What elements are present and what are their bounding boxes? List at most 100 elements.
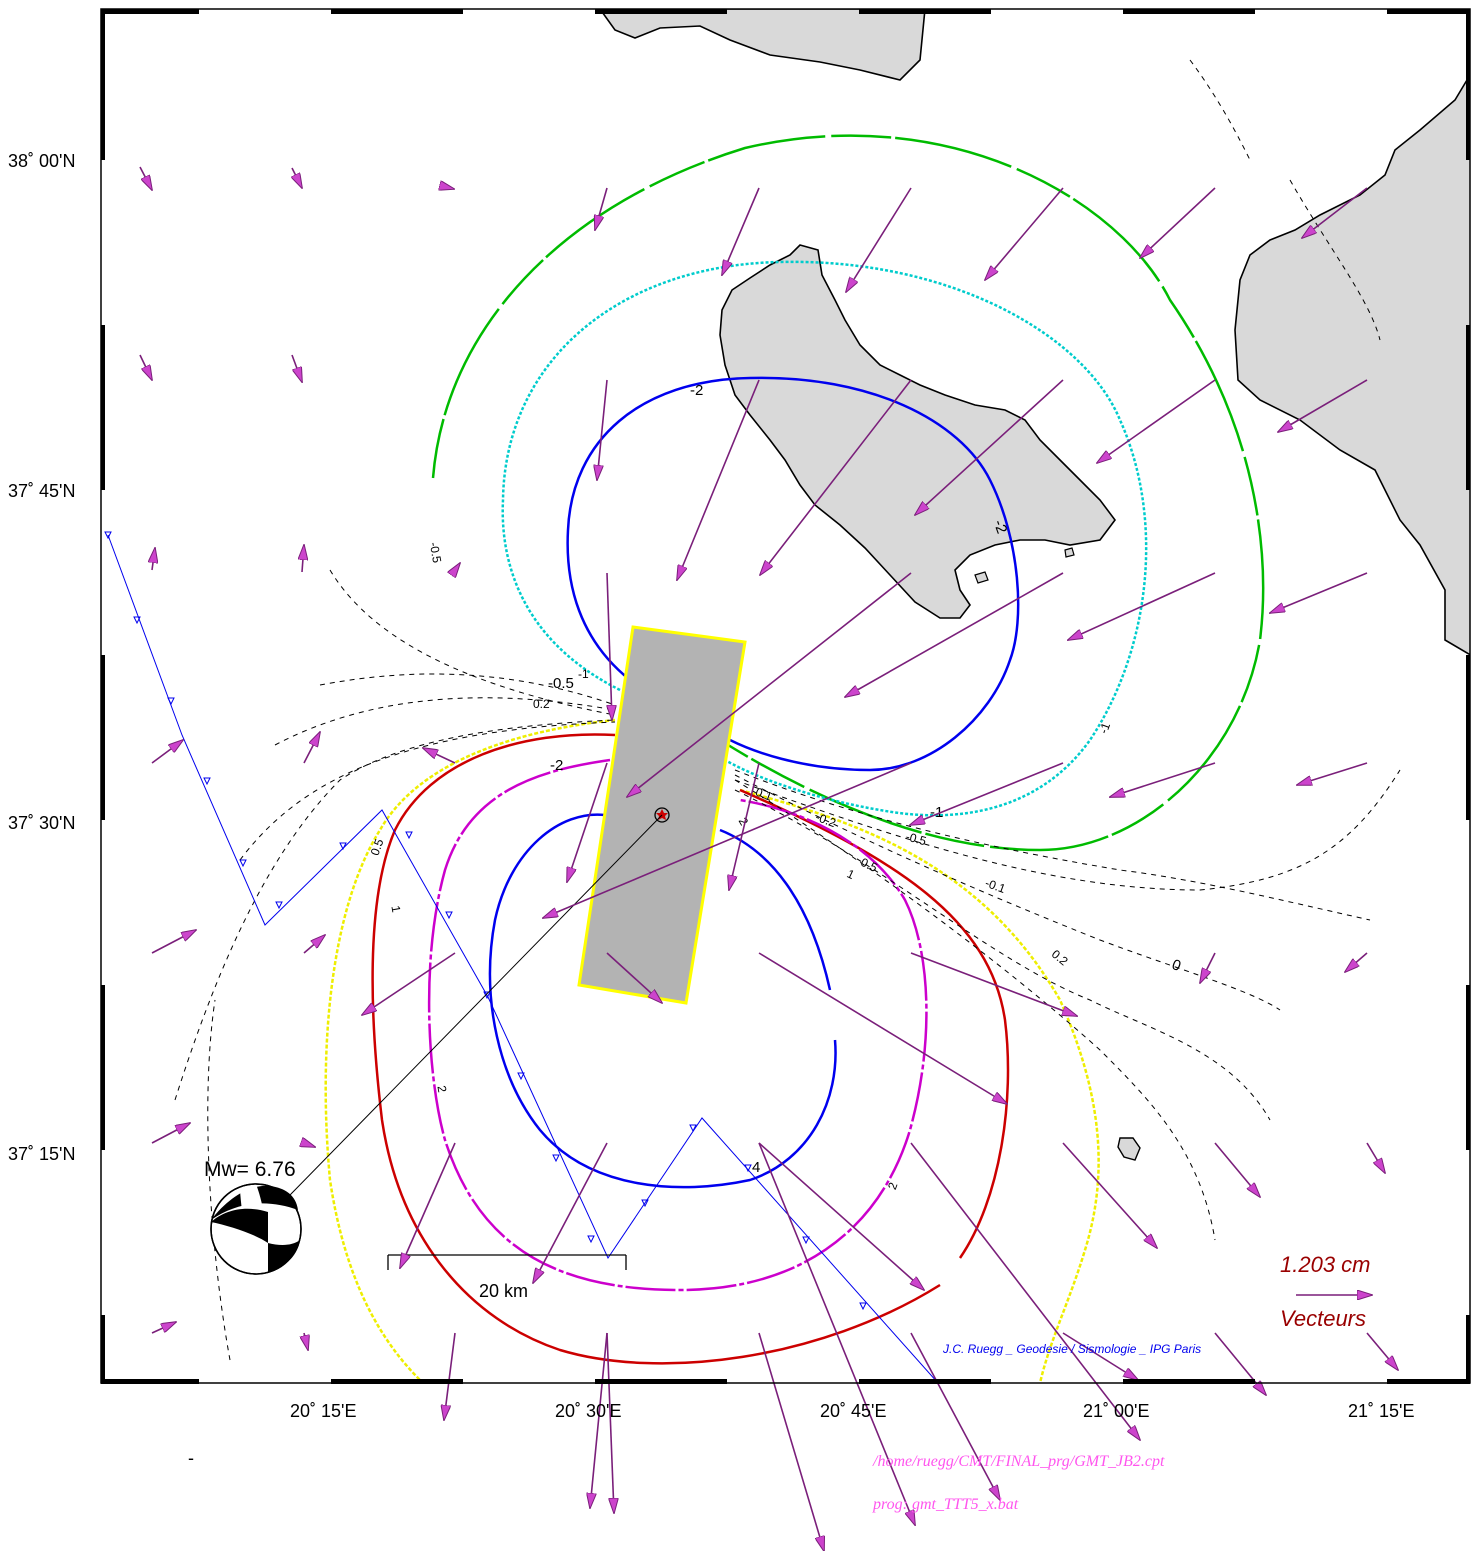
contour-label: -1 [930,804,943,821]
displacement-vector [1270,572,1368,613]
frame-check [101,325,105,490]
vector-scale-value: 1.203 cm [1280,1252,1371,1277]
contour-label: -2 [690,382,703,399]
contour-label: 2 [434,1084,449,1093]
contour-label: -2 [550,757,563,774]
focal-mechanism-beachball [210,1183,302,1275]
kefalonia-land [599,9,926,81]
displacement-vector [139,354,152,380]
magnitude-label: Mw= 6.76 [204,1158,296,1181]
contour-label: 0.1 [754,785,775,804]
displacement-vector [1062,1332,1138,1380]
footer-program: prog: gmt_TTT5_x.bat [872,1496,1019,1513]
displacement-vector [151,740,183,764]
displacement-vector [400,1142,456,1268]
contour-label: -0.5 [904,829,928,848]
lat-label: 37˚ 30'N [8,813,75,833]
displacement-vector [1068,572,1216,640]
displacement-vector [1366,1332,1398,1370]
displacement-vector [985,187,1064,280]
displacement-vector [304,1332,308,1350]
displacement-vector [423,748,456,764]
contour-label: 0.2 [533,697,550,711]
contour-layer [174,59,1401,1383]
author-credit: J.C. Ruegg _ Geodesie / Sismologie _ IPG… [942,1342,1201,1356]
displacement-vector [303,935,325,954]
displacement-vector [151,930,196,954]
contour-plus-0-2 [174,719,1216,1241]
stray-mark: - [188,1448,194,1468]
displacement-vector [910,762,1064,825]
displacement-vector [1345,952,1368,972]
frame-check [1466,655,1470,820]
contour-plus-2 [427,758,928,1292]
frame-check [101,9,199,14]
displacement-vector [910,1332,1000,1500]
displacement-vector [1062,1142,1157,1248]
longitude-labels: 20˚ 15'E 20˚ 30'E 20˚ 45'E 21˚ 00'E 21˚ … [290,1401,1414,1421]
displacement-vector [1214,1142,1260,1197]
contour-plus-4 [488,813,837,1189]
displacement-vector [722,187,760,275]
lat-label: 38˚ 00'N [8,151,75,171]
contour-label: 1 [845,866,857,882]
frame-check [595,9,727,14]
displacement-vector [910,952,1077,1016]
displacement-vector [590,1332,608,1508]
focal-leader-line [289,814,663,1196]
displacement-vector [152,548,155,571]
displacement-vector [567,762,608,882]
displacement-vector [758,1142,924,1290]
contour-label: 0.2 [1049,947,1071,969]
contour-minus-1 [501,260,1148,817]
frame-check [101,985,105,1150]
latitude-labels: 38˚ 00'N 37˚ 45'N 37˚ 30'N 37˚ 15'N [8,151,75,1164]
frame-check [859,1379,991,1384]
frame-check [1466,9,1470,160]
displacement-vector [151,1123,190,1144]
displacement-vector [845,572,1064,697]
displacement-vector [139,166,152,190]
contour-labels: -2 -2 -1 -0.5 0.2 -0.5 -1 -1 -0.5 -2 0.1… [368,382,1184,1191]
contour-label: 0.5 [858,855,879,875]
displacement-vector [758,952,1007,1104]
epicenter-marker [654,807,670,823]
contour-label: -2 [990,518,1011,536]
displacement-vector [606,952,662,1003]
displacement-vector [362,952,456,1015]
contour-plus-0-1 [239,721,1271,1121]
displacement-vector [910,1142,1140,1440]
displacement-vector [151,1322,176,1334]
contour-plus-1 [371,733,1010,1365]
displacement-vector [729,762,760,890]
displacement-vector [291,354,302,382]
displacement-vector [543,762,912,918]
contour-label: 4 [752,1159,760,1176]
displacement-vector [292,167,302,188]
displacement-vector [606,1332,614,1513]
zakynthos-island [719,244,1116,619]
contour-label: 1 [388,904,403,913]
contour-label: 0 [1170,956,1184,975]
contour-label: -0.5 [548,675,574,692]
displacement-vector [1097,379,1216,463]
displacement-vector [1302,187,1368,238]
displacement-vector [446,187,454,189]
displacement-vector [1200,952,1216,983]
contour-label: -1 [1096,720,1113,735]
lat-label: 37˚ 15'N [8,1144,75,1164]
peloponnese-land [1234,73,1470,656]
displacement-vector [1140,187,1216,258]
displacement-vector [915,379,1064,515]
displacement-vector [302,545,304,573]
vector-scale-caption: Vecteurs [1280,1306,1366,1331]
trench-line [104,531,939,1383]
displacement-vector [627,572,912,797]
frame-check [1123,1379,1255,1384]
footer-cpt-path: /home/ruegg/CMT/FINAL_prg/GMT_JB2.cpt [872,1453,1165,1470]
vector-scale-legend: 1.203 cm Vecteurs [1280,1252,1372,1331]
frame-check [1466,325,1470,490]
displacement-vector [303,732,320,764]
displacement-vector [455,563,460,570]
